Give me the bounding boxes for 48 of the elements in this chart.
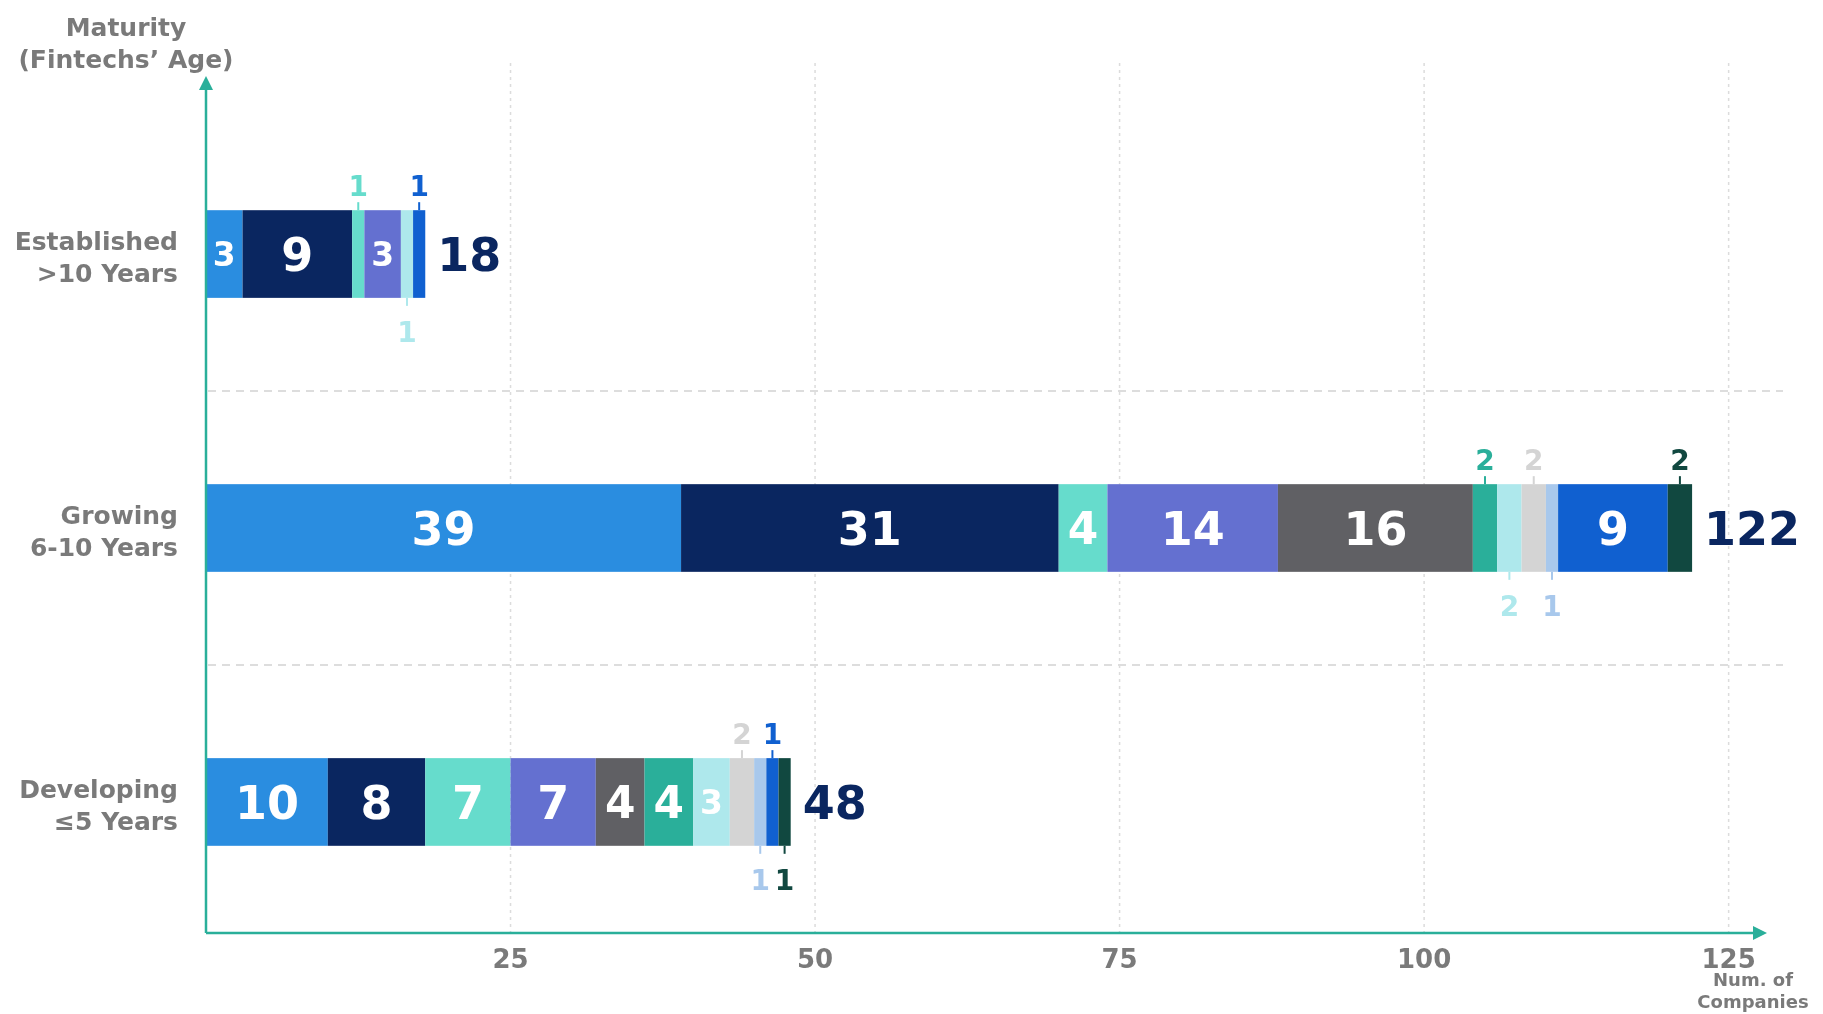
- y-tick-label: Established >10 Years: [14, 227, 178, 289]
- data-label: 2: [1499, 589, 1520, 623]
- data-label: 39: [411, 501, 476, 556]
- bar: [364, 210, 401, 298]
- y-axis-title: Maturity (Fintechs’ Age): [18, 13, 234, 74]
- bar: [693, 758, 730, 846]
- bar: [206, 484, 682, 572]
- data-label: 10: [234, 775, 299, 830]
- total-label: 18: [437, 228, 502, 283]
- bar: [681, 484, 1059, 572]
- bar: [425, 758, 511, 846]
- x-tick-label: 100: [1396, 944, 1452, 974]
- data-label: 3: [371, 234, 395, 274]
- total-label: 122: [1704, 502, 1801, 556]
- data-label: 3: [212, 234, 236, 274]
- data-label: 1: [348, 170, 369, 204]
- data-label: 3: [700, 782, 723, 822]
- data-label: 4: [653, 776, 685, 828]
- y-tick-label: Growing 6-10 Years: [29, 501, 178, 562]
- bar: [510, 758, 596, 846]
- data-label: 4: [604, 776, 636, 828]
- data-label: 7: [451, 775, 484, 830]
- total-label: 48: [802, 775, 867, 830]
- bar: [242, 210, 353, 298]
- y-tick-label: Developing ≤5 Years: [19, 774, 178, 836]
- data-label: 2: [1475, 444, 1495, 478]
- data-label: 1: [397, 315, 417, 349]
- data-label: 4: [1067, 502, 1099, 554]
- data-label: 2: [1670, 444, 1690, 478]
- bar: [1107, 484, 1278, 572]
- data-label: 8: [360, 775, 393, 830]
- data-label: 31: [837, 501, 902, 556]
- data-label: 1: [762, 718, 783, 752]
- data-label: 1: [409, 170, 429, 204]
- data-label: 14: [1160, 501, 1225, 556]
- x-tick-label: 75: [1101, 944, 1138, 974]
- data-label: 1: [774, 863, 795, 897]
- bar: [1277, 484, 1473, 572]
- data-label: 1: [750, 863, 770, 897]
- data-label: 9: [281, 227, 314, 282]
- bar: [327, 758, 426, 846]
- bar: [1558, 484, 1668, 572]
- data-label: 7: [537, 775, 570, 830]
- x-tick-label: 50: [796, 944, 834, 974]
- data-label: 16: [1343, 501, 1408, 556]
- data-label: 9: [1596, 501, 1629, 556]
- x-tick-label: 25: [492, 944, 529, 974]
- data-label: 1: [1542, 589, 1562, 623]
